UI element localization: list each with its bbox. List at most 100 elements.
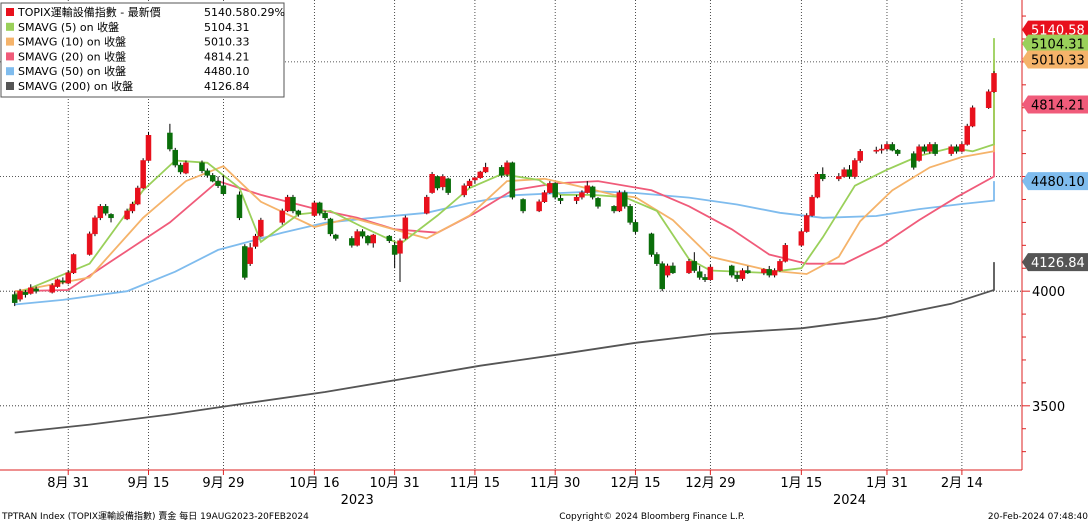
candle-body	[102, 206, 109, 214]
candle	[927, 142, 933, 154]
candle	[579, 190, 585, 200]
candle	[745, 265, 751, 274]
y-axis: 3500 4000	[1022, 15, 1065, 453]
candle	[397, 238, 403, 282]
legend-value: 4814.21	[204, 50, 250, 63]
candle	[894, 149, 901, 156]
candle	[445, 177, 451, 195]
candle-body	[498, 167, 505, 176]
legend-value: 4126.84	[204, 80, 250, 93]
x-tick-label: 1月 15	[780, 476, 822, 491]
candle-body	[354, 231, 360, 246]
candle	[49, 283, 55, 294]
candle	[782, 243, 789, 263]
candle	[86, 231, 93, 256]
candle	[932, 142, 938, 156]
candle	[167, 123, 173, 152]
candle-body	[322, 212, 328, 219]
candle-body	[953, 146, 960, 152]
candle-body	[820, 173, 826, 180]
candle-body	[595, 198, 601, 207]
candle	[209, 173, 216, 183]
candle	[108, 213, 114, 223]
candle-body	[333, 234, 339, 239]
candle-body	[140, 160, 146, 189]
candle	[440, 174, 446, 191]
x-tick-label: 10月 16	[289, 476, 339, 491]
candle	[664, 263, 671, 278]
candle-body	[777, 261, 783, 271]
candle-body	[814, 173, 821, 198]
candle	[969, 105, 976, 128]
x-tick-label: 8月 31	[47, 476, 89, 491]
candle	[70, 253, 77, 274]
candle-body	[236, 194, 243, 219]
candle-body	[622, 192, 628, 207]
candle	[696, 265, 703, 280]
footer-left: TPTRAN Index (TOPIX運輸設備指數) 賣金 每日 19AUG20…	[1, 510, 309, 522]
legend-value: 5104.31	[204, 21, 250, 34]
candle	[482, 162, 489, 174]
candle-body	[242, 246, 248, 278]
candle	[28, 284, 34, 295]
last-value-tag	[1022, 95, 1088, 114]
candle-body	[290, 196, 296, 212]
candle-body	[145, 135, 152, 161]
last-value-label: 5104.31	[1022, 34, 1088, 53]
candle	[172, 147, 178, 168]
candle-body	[28, 287, 34, 294]
candle	[311, 200, 318, 217]
candle-body	[135, 187, 141, 205]
last-value-label: 4480.10	[1022, 172, 1088, 191]
candle-body	[284, 196, 291, 212]
candle	[734, 271, 740, 282]
candle-body	[445, 178, 451, 193]
candle	[809, 194, 815, 217]
last-value-text: 4814.21	[1031, 98, 1085, 113]
candle-body	[734, 274, 740, 279]
candle-body	[889, 144, 896, 151]
candle-body	[969, 107, 976, 127]
candle-body	[702, 277, 708, 280]
candle-body	[509, 162, 516, 198]
candle	[359, 229, 366, 239]
candle-body	[547, 183, 553, 193]
candle	[836, 173, 842, 182]
legend-swatch	[6, 67, 14, 76]
x-tick-label: 12月 29	[685, 476, 735, 491]
candle-body	[894, 149, 901, 154]
candle-body	[472, 177, 478, 181]
candle	[472, 176, 478, 184]
legend-value: 5010.33	[204, 36, 250, 49]
candle	[370, 233, 376, 248]
x-tick-label: 9月 15	[128, 476, 170, 491]
candle	[659, 261, 665, 292]
candle	[54, 278, 61, 288]
candle	[391, 241, 398, 269]
candle-body	[49, 285, 55, 293]
legend: TOPIX運輸設備指數 - 最新價 5140.58 0.29%SMAVG (5) o…	[0, 2, 285, 98]
legend-name: SMAVG (5) on 收盤	[18, 20, 119, 34]
candle	[948, 144, 954, 156]
legend-entry: SMAVG (5) on 收盤 5104.31	[6, 20, 250, 34]
candle-body	[247, 247, 253, 264]
last-value-text: 5010.33	[1031, 54, 1085, 69]
candle	[857, 149, 863, 163]
candle-body	[573, 196, 580, 201]
candle-body	[696, 271, 703, 278]
candle	[386, 235, 393, 244]
candle-body	[11, 294, 18, 303]
candle	[953, 144, 960, 154]
candle-body	[504, 162, 510, 175]
candle-body	[798, 231, 805, 246]
candle	[557, 194, 564, 205]
last-value-tag	[1022, 253, 1088, 272]
candle	[959, 142, 965, 153]
x-tick-label: 12月 15	[610, 476, 660, 491]
candle	[424, 194, 430, 215]
candle-body	[86, 233, 93, 255]
candle	[584, 181, 591, 194]
candle	[365, 235, 371, 246]
candle	[33, 286, 39, 294]
candle	[707, 264, 714, 281]
